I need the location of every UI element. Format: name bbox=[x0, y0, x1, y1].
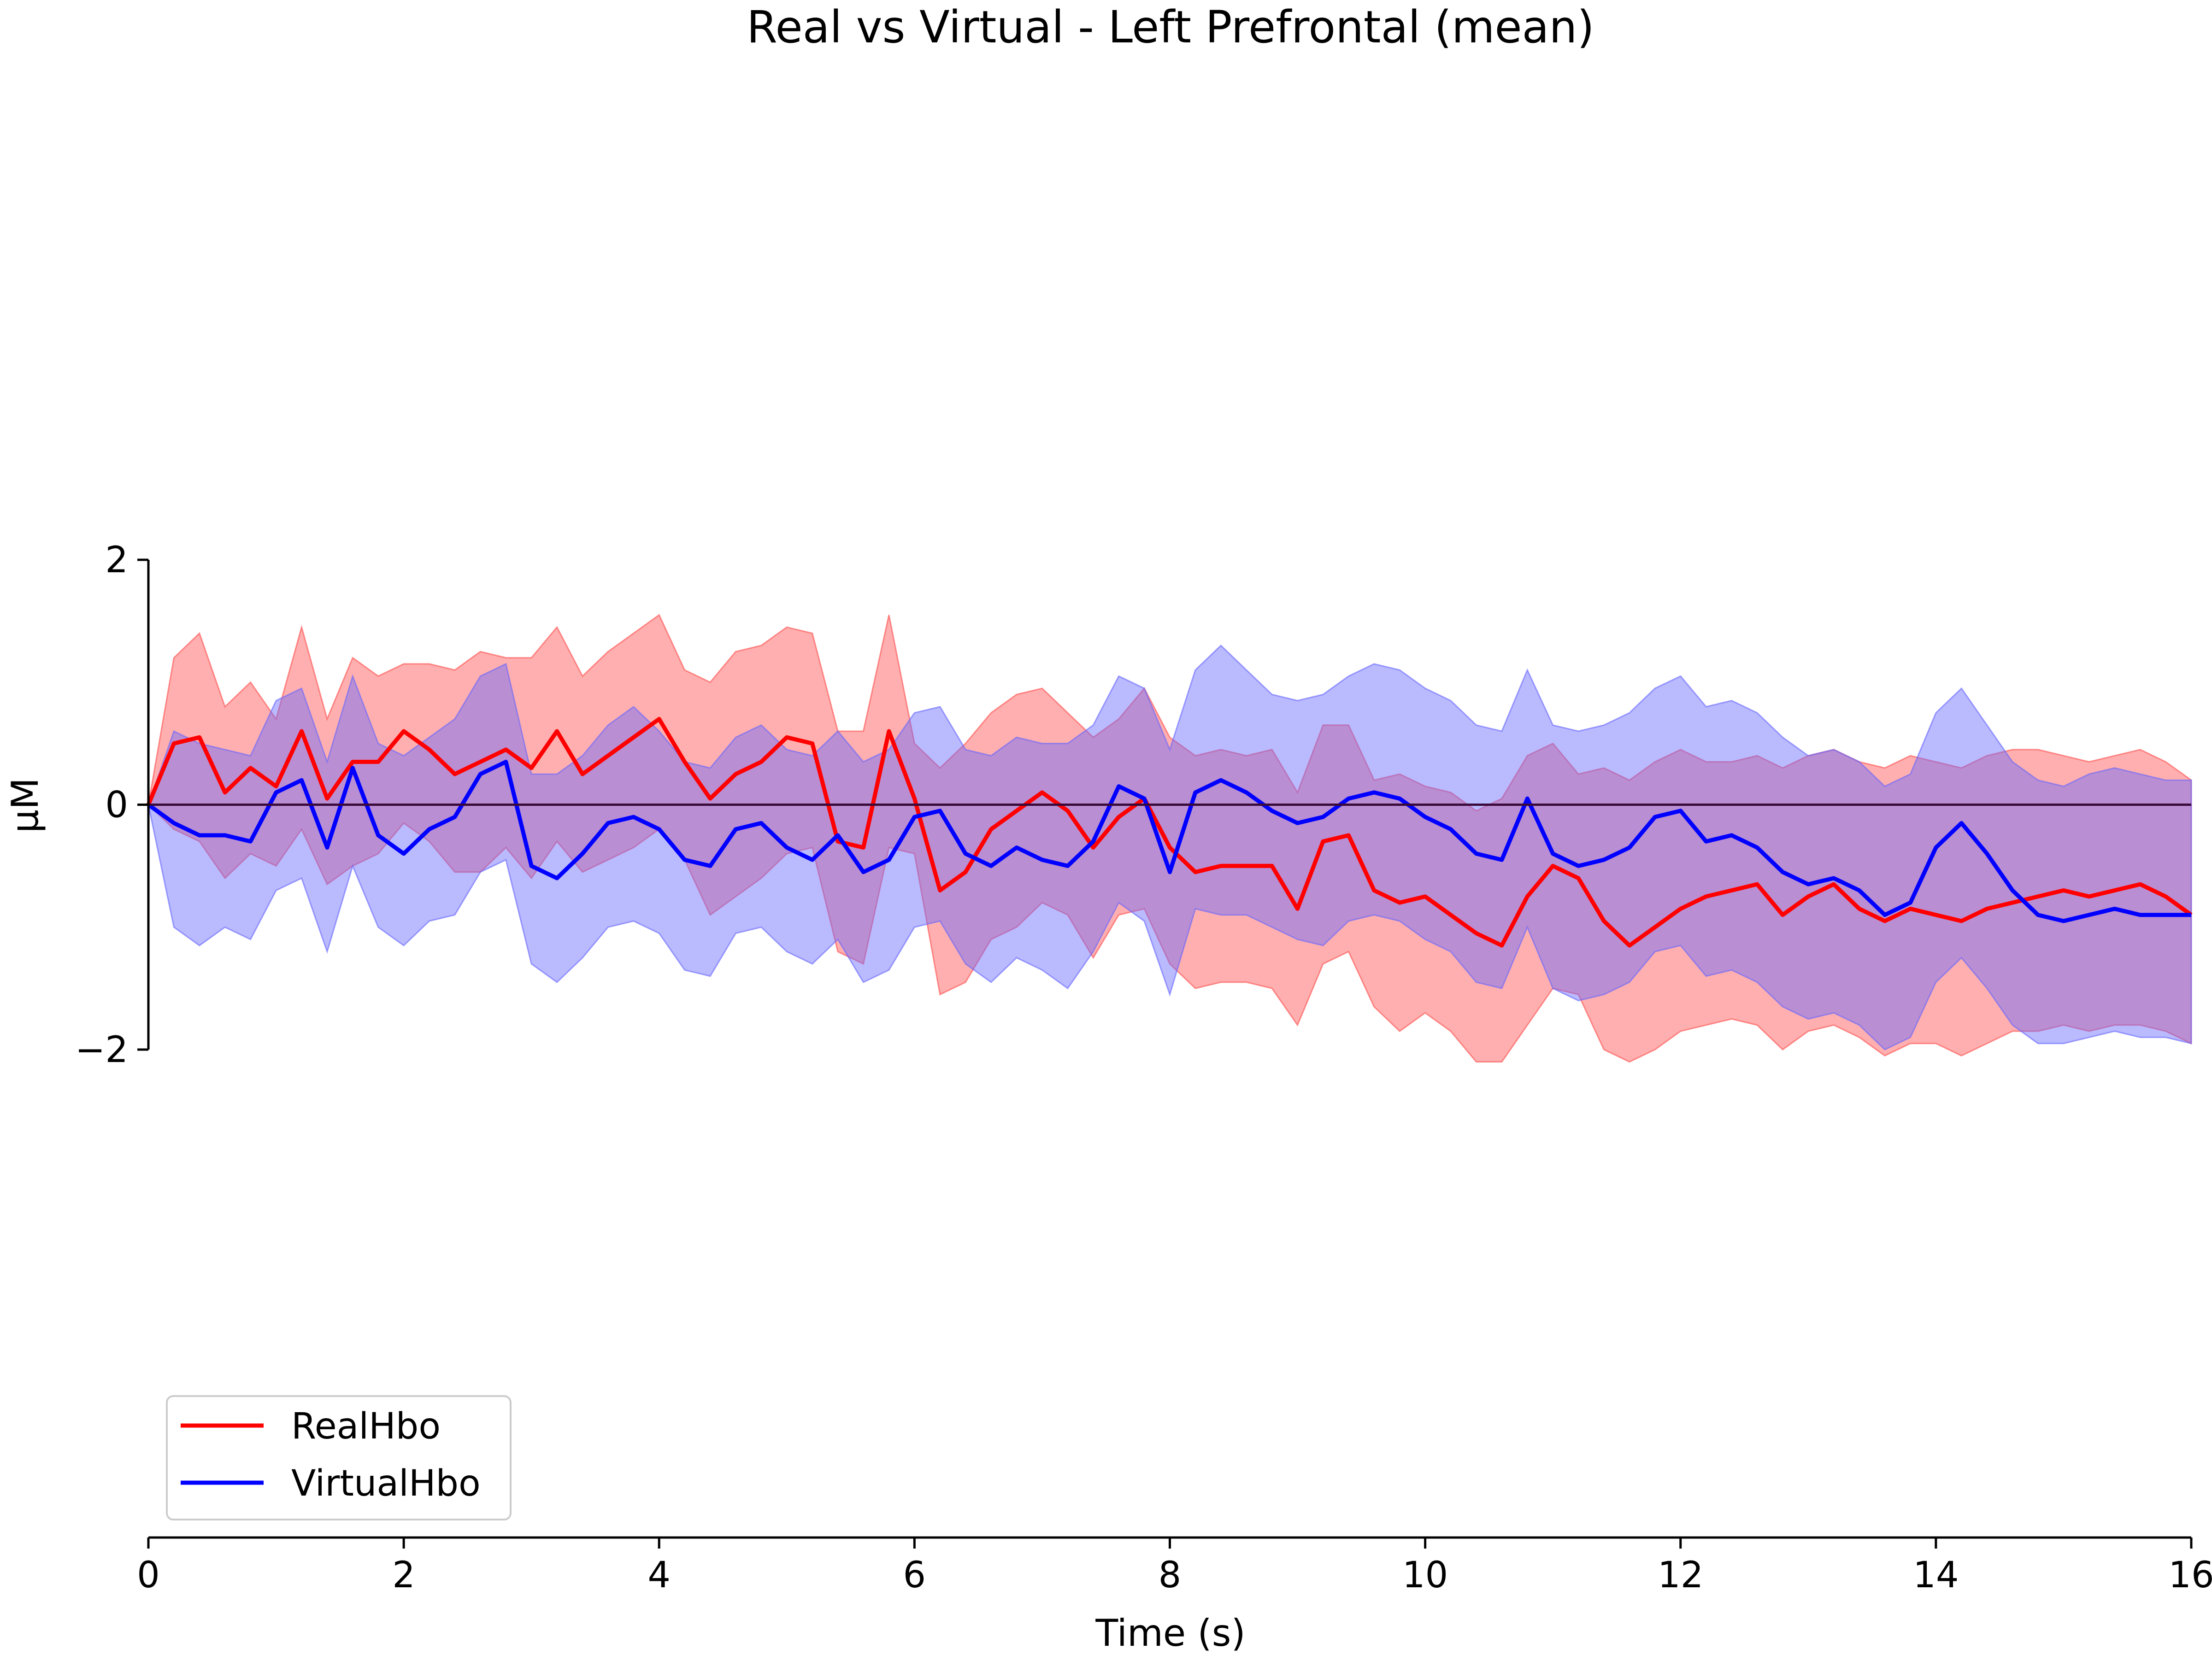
chart-title: Real vs Virtual - Left Prefrontal (mean) bbox=[747, 1, 1594, 53]
x-tick-label: 4 bbox=[647, 1555, 671, 1596]
x-tick-label: 14 bbox=[1913, 1555, 1959, 1596]
x-tick-label: 10 bbox=[1402, 1555, 1448, 1596]
x-tick-label: 16 bbox=[2168, 1555, 2212, 1596]
y-tick-label: 2 bbox=[105, 540, 128, 581]
y-tick-label: 0 bbox=[105, 785, 128, 826]
x-tick-label: 6 bbox=[903, 1555, 926, 1596]
y-axis-label: μM bbox=[4, 778, 47, 833]
x-axis-label: Time (s) bbox=[1095, 1612, 1245, 1655]
series-line-realhbo bbox=[146, 717, 2193, 948]
x-tick-label: 2 bbox=[392, 1555, 415, 1596]
x-tick-label: 12 bbox=[1658, 1555, 1703, 1596]
legend: RealHbo VirtualHbo bbox=[166, 1395, 512, 1520]
series-line-virtualhbo bbox=[147, 760, 2191, 923]
y-tick-label: −2 bbox=[75, 1029, 128, 1071]
series-lines bbox=[146, 717, 2193, 948]
legend-label-realhbo: RealHbo bbox=[291, 1406, 441, 1447]
x-tick-label: 8 bbox=[1159, 1555, 1182, 1596]
axes: −2 0 2 0 2 4 6 8 10 12 14 16 bbox=[75, 540, 2212, 1596]
x-tick-label: 0 bbox=[137, 1555, 160, 1596]
legend-label-virtualhbo: VirtualHbo bbox=[291, 1463, 481, 1504]
confidence-bands bbox=[147, 614, 2192, 1063]
